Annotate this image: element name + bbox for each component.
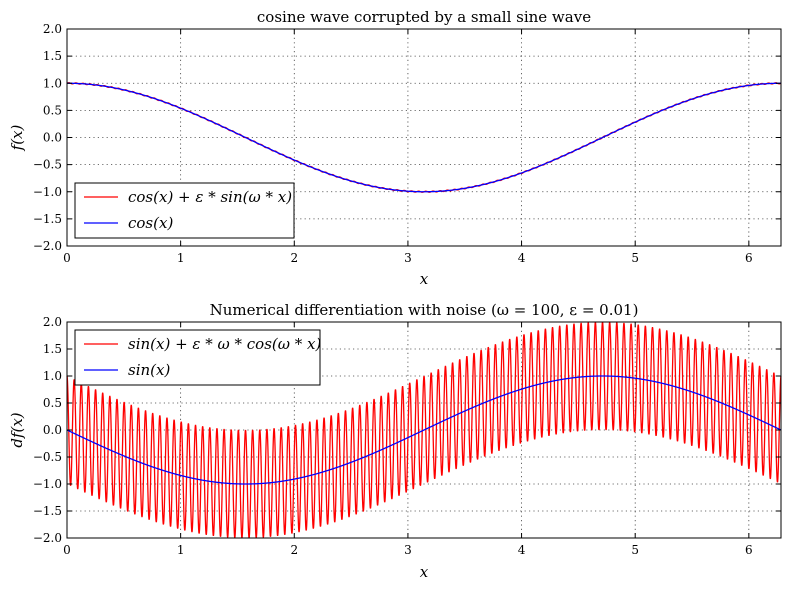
top-x-tick-label: 2 <box>290 251 298 265</box>
top-y-axis-label: f(x) <box>8 124 26 151</box>
top-series <box>66 82 782 193</box>
bottom-x-tick-label: 3 <box>404 543 412 557</box>
bottom-y-tick-label: 2.0 <box>43 315 62 329</box>
top-legend-label-red: cos(x) + ε * sin(ω * x) <box>128 188 292 206</box>
bottom-legend-label-red: sin(x) + ε * ω * cos(ω * x) <box>128 335 321 353</box>
top-y-tick-label: 1.0 <box>43 76 62 90</box>
top-y-tick-label: 2.0 <box>43 22 62 36</box>
bottom-y-tick-label: 0.0 <box>43 423 62 437</box>
bottom-x-tick-label: 2 <box>290 543 298 557</box>
bottom-series-line-red <box>66 321 782 539</box>
top-panel: cosine wave corrupted by a small sine wa… <box>8 8 782 288</box>
top-x-tick-label: 5 <box>631 251 639 265</box>
bottom-y-axis-label: df(x) <box>8 412 26 447</box>
bottom-y-tick-label: 1.0 <box>43 369 62 383</box>
top-x-tick-label: 3 <box>404 251 412 265</box>
top-y-tick-label: −0.5 <box>33 158 62 172</box>
bottom-x-tick-label: 5 <box>631 543 639 557</box>
bottom-y-tick-label: −2.0 <box>33 531 62 545</box>
bottom-y-tick-label: −0.5 <box>33 450 62 464</box>
top-chart-title: cosine wave corrupted by a small sine wa… <box>257 8 591 26</box>
bottom-legend: sin(x) + ε * ω * cos(ω * x) sin(x) <box>74 329 321 386</box>
bottom-x-tick-label: 4 <box>518 543 526 557</box>
top-legend-label-blue: cos(x) <box>128 214 173 232</box>
top-y-tick-label: 1.5 <box>43 49 62 63</box>
top-x-tick-label: 0 <box>63 251 71 265</box>
top-legend: cos(x) + ε * sin(ω * x) cos(x) <box>74 182 295 239</box>
bottom-y-tick-label: 0.5 <box>43 396 62 410</box>
top-x-tick-label: 4 <box>518 251 526 265</box>
bottom-legend-label-blue: sin(x) <box>128 361 170 379</box>
top-y-tick-label: −2.0 <box>33 239 62 253</box>
bottom-legend-box <box>74 329 321 386</box>
top-y-tick-label: −1.5 <box>33 212 62 226</box>
bottom-series-line-blue <box>66 375 782 485</box>
top-y-tick-label: 0.5 <box>43 103 62 117</box>
bottom-x-axis-label: x <box>420 563 429 581</box>
bottom-y-tick-label: 1.5 <box>43 342 62 356</box>
top-x-tick-label: 1 <box>177 251 185 265</box>
bottom-y-tick-label: −1.0 <box>33 477 62 491</box>
top-series-line-blue <box>67 82 781 193</box>
bottom-y-tick-label: −1.5 <box>33 504 62 518</box>
bottom-x-tick-label: 0 <box>63 543 71 557</box>
bottom-chart-title: Numerical differentiation with noise (ω … <box>210 301 639 319</box>
bottom-ticks: 0 1 2 3 4 5 6 −2.0 −1.5 −1.0 −0.5 0.0 0.5 1.0 1.5 2.0 <box>33 315 781 557</box>
top-legend-box <box>74 182 295 239</box>
bottom-x-tick-label: 6 <box>745 543 753 557</box>
top-y-tick-label: −1.0 <box>33 185 62 199</box>
top-ticks: 0 1 2 3 4 5 6 −2.0 −1.5 −1.0 −0.5 0.0 0.5 1.0 1.5 2.0 <box>33 22 781 265</box>
bottom-panel: Numerical differentiation with noise (ω … <box>8 301 782 581</box>
top-y-tick-label: 0.0 <box>43 131 62 145</box>
bottom-x-tick-label: 1 <box>177 543 185 557</box>
top-x-tick-label: 6 <box>745 251 753 265</box>
top-x-axis-label: x <box>420 270 429 288</box>
bottom-series <box>66 321 782 539</box>
